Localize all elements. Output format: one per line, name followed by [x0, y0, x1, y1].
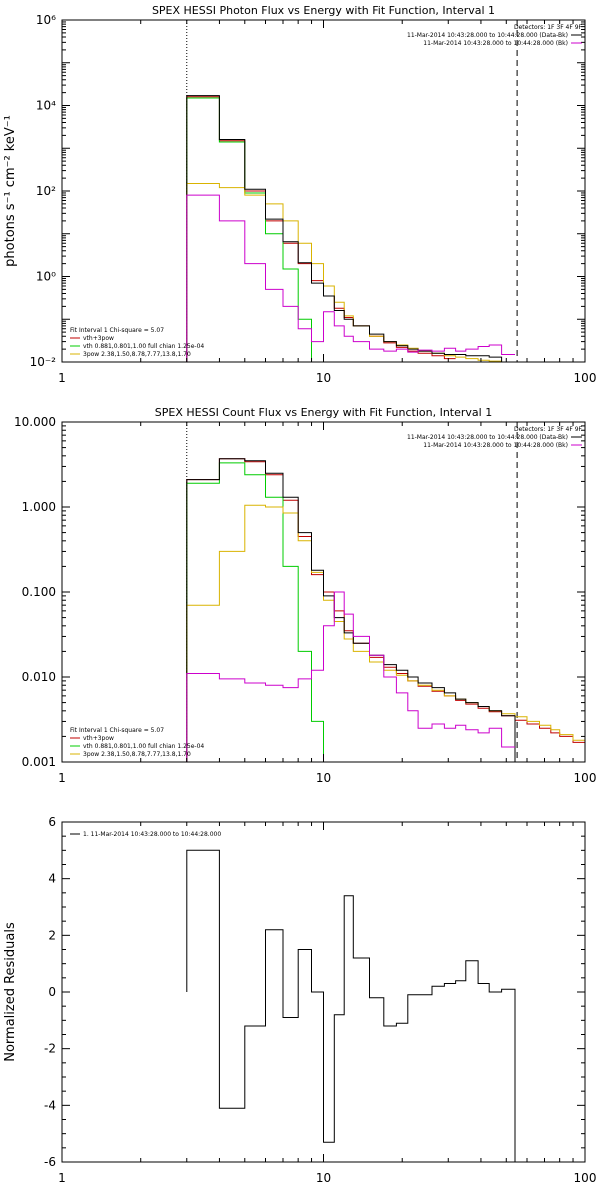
y-tick-label: 0.100	[22, 585, 56, 599]
legend-chi-square: Fit Interval 1 Chi-square = 5.07	[70, 727, 164, 734]
legend-detectors: Detectors: 1F 3F 4F 9F	[514, 24, 583, 31]
count-flux-panel: SPEX HESSI Count Flux vs Energy with Fit…	[14, 406, 596, 785]
legend-entry: 11-Mar-2014 10:43:28.000 to 10:44:28.000…	[423, 442, 568, 449]
series-vth-3pow	[186, 96, 456, 362]
series-bk	[186, 194, 515, 362]
legend-entry: vth 0.881,0.801,1.00 full chian 1.25e-04	[83, 343, 204, 350]
chart-title: SPEX HESSI Photon Flux vs Energy with Fi…	[152, 4, 495, 17]
plot-area	[186, 95, 515, 362]
series-3pow	[186, 183, 515, 362]
legend-chi-square: Fit Interval 1 Chi-square = 5.07	[70, 327, 164, 334]
series-bk	[186, 591, 515, 762]
y-tick-label: 0.001	[22, 755, 56, 769]
y-tick-label: 1.000	[22, 500, 56, 514]
y-tick-label: -2	[44, 1042, 56, 1056]
chart-title: SPEX HESSI Count Flux vs Energy with Fit…	[155, 406, 492, 419]
legend-entry: 3pow 2.38,1.50,8.78,7.77,13.8,1.70	[83, 351, 191, 358]
series-vth	[186, 462, 335, 762]
series-data-bk	[186, 458, 527, 762]
y-tick-label: 10⁰	[36, 270, 56, 284]
series-vth	[186, 97, 324, 362]
legend-entry: 3pow 2.38,1.50,8.78,7.77,13.8,1.70	[83, 751, 191, 758]
x-tick-label: 1	[58, 771, 66, 785]
x-tick-label: 10	[316, 1171, 331, 1185]
y-tick-label: 0	[48, 985, 56, 999]
legend-entry: 11-Mar-2014 10:43:28.000 to 10:44:28.000…	[423, 40, 568, 47]
legend-entry: vth 0.881,0.801,1.00 full chian 1.25e-04	[83, 743, 204, 750]
legend-entry: vth+3pow	[83, 735, 114, 742]
plot-area	[186, 458, 585, 762]
legend-entry: vth+3pow	[83, 335, 114, 342]
series-residuals	[186, 849, 516, 1162]
y-tick-label: -4	[44, 1098, 56, 1112]
y-tick-label: 0.010	[22, 670, 56, 684]
series-3pow	[186, 504, 585, 762]
y-tick-label: 2	[48, 928, 56, 942]
series-data-bk	[186, 95, 515, 362]
x-tick-label: 100	[574, 771, 597, 785]
y-tick-label: 10²	[36, 184, 56, 198]
y-tick-label: 6	[48, 815, 56, 829]
axes-frame	[61, 19, 586, 363]
legend-entry: 11-Mar-2014 10:43:28.000 to 10:44:28.000…	[407, 434, 568, 441]
x-tick-label: 10	[316, 371, 331, 385]
y-tick-label: -6	[44, 1155, 56, 1169]
legend-entry: 1. 11-Mar-2014 10:43:28.000 to 10:44:28.…	[83, 831, 221, 838]
y-tick-label: 10⁴	[36, 99, 56, 113]
x-tick-label: 100	[574, 1171, 597, 1185]
y-axis-label: photons s⁻¹ cm⁻² keV⁻¹	[3, 115, 18, 267]
y-tick-label: 10⁻²	[30, 355, 57, 369]
legend-entry: 11-Mar-2014 10:43:28.000 to 10:44:28.000…	[407, 32, 568, 39]
residuals-panel: 1 10 100 -6 -4 -2 0 2 4 6 Normalized Residuals 1. 1…	[3, 815, 596, 1185]
x-tick-label: 100	[574, 371, 597, 385]
x-tick-label: 10	[316, 771, 331, 785]
legend-detectors: Detectors: 1F 3F 4F 9F	[514, 426, 583, 433]
photon-flux-panel: SPEX HESSI Photon Flux vs Energy with Fi…	[3, 4, 596, 385]
plot-area	[186, 849, 516, 1162]
x-tick-label: 1	[58, 371, 66, 385]
x-tick-label: 1	[58, 1171, 66, 1185]
y-axis-label: Normalized Residuals	[3, 922, 18, 1062]
y-tick-label: 10.000	[14, 415, 56, 429]
y-tick-label: 4	[48, 872, 56, 886]
y-tick-label: 10⁶	[36, 13, 56, 27]
